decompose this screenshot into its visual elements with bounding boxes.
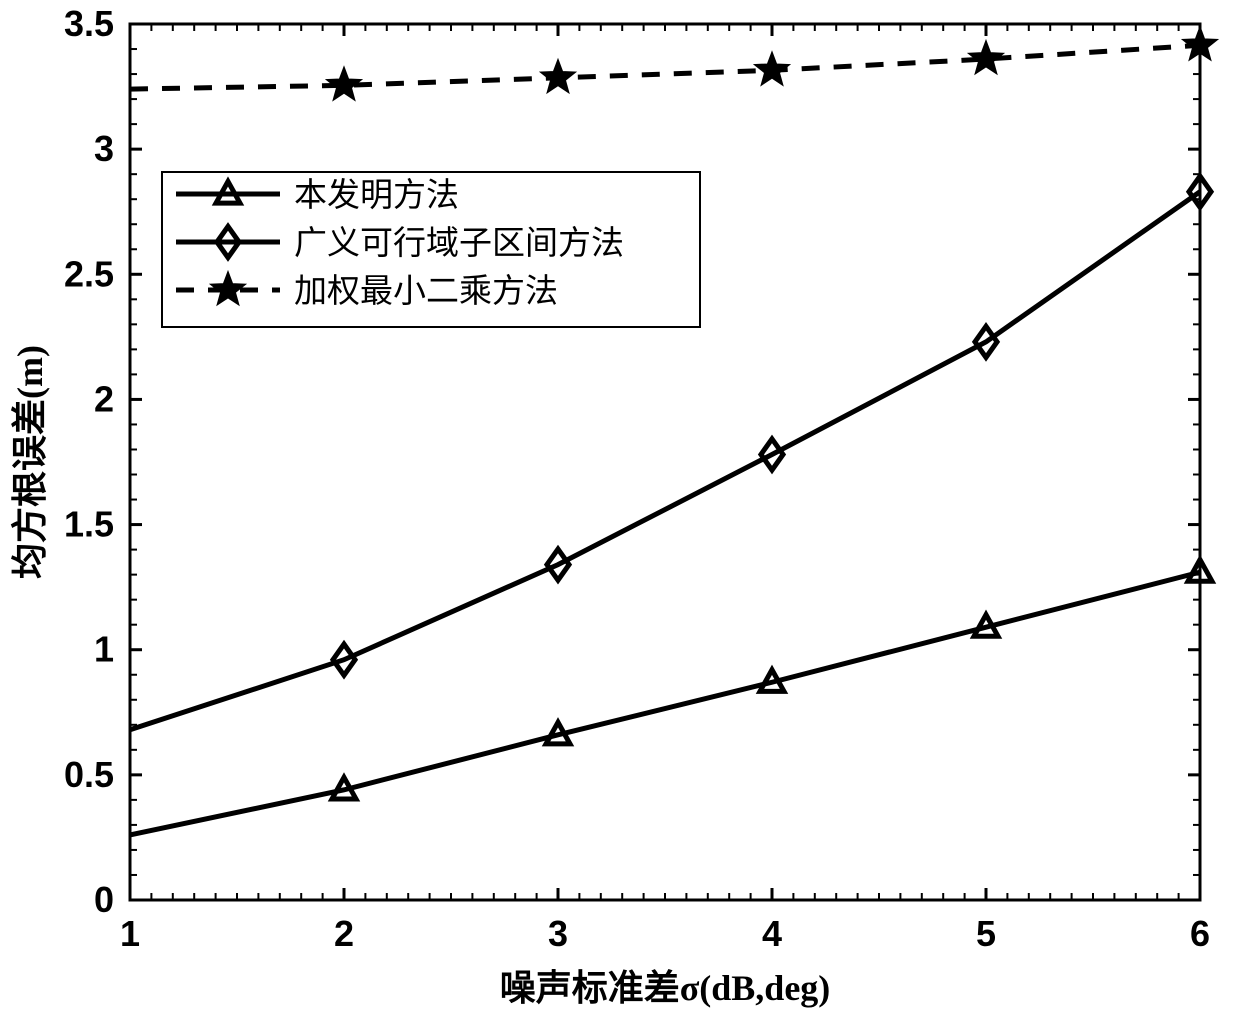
y-tick-label: 1.5 bbox=[64, 504, 114, 545]
legend-label-invention: 本发明方法 bbox=[294, 177, 459, 214]
series-line-wls bbox=[130, 45, 1200, 89]
star-marker bbox=[756, 53, 789, 84]
y-tick-label: 2 bbox=[94, 378, 114, 419]
y-tick-label: 3 bbox=[94, 128, 114, 169]
y-tick-label: 0 bbox=[94, 879, 114, 920]
legend-label-feasible: 广义可行域子区间方法 bbox=[294, 225, 624, 262]
star-marker bbox=[542, 61, 575, 92]
y-tick-label: 2.5 bbox=[64, 253, 114, 294]
plot-border bbox=[130, 24, 1200, 900]
x-axis-label: 噪声标准差σ(dB,deg) bbox=[500, 968, 831, 1008]
x-tick-label: 4 bbox=[762, 913, 782, 954]
y-tick-label: 3.5 bbox=[64, 3, 114, 44]
legend-label-wls: 加权最小二乘方法 bbox=[294, 273, 558, 310]
series-line-invention bbox=[130, 572, 1200, 835]
legend: 本发明方法广义可行域子区间方法加权最小二乘方法 bbox=[162, 172, 700, 327]
x-tick-label: 3 bbox=[548, 913, 568, 954]
y-tick-label: 0.5 bbox=[64, 754, 114, 795]
series-invention bbox=[130, 560, 1212, 835]
x-tick-label: 6 bbox=[1190, 913, 1210, 954]
chart-svg: 1 2 3 4 5 6 0 0.5 1 1.5 2 2.5 3 3.5 噪声标准差σ(dB,deg) 均方根误… bbox=[0, 0, 1240, 1029]
x-tick-label: 5 bbox=[976, 913, 996, 954]
star-marker bbox=[970, 42, 1003, 73]
star-marker bbox=[328, 68, 361, 99]
chart-container: 1 2 3 4 5 6 0 0.5 1 1.5 2 2.5 3 3.5 噪声标准差σ(dB,deg) 均方根误… bbox=[0, 0, 1240, 1029]
x-tick-label: 1 bbox=[120, 913, 140, 954]
series-wls bbox=[130, 28, 1216, 99]
x-tick-label: 2 bbox=[334, 913, 354, 954]
y-axis-label: 均方根误差(m) bbox=[10, 345, 50, 579]
y-tick-label: 1 bbox=[94, 629, 114, 670]
